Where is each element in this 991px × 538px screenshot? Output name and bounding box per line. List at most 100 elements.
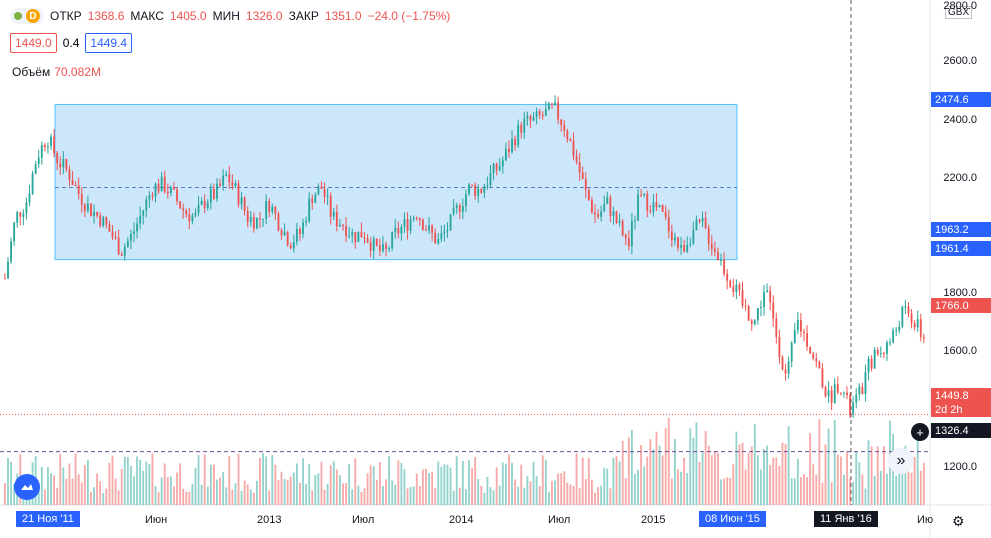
candle-body bbox=[615, 211, 618, 223]
candle-body bbox=[326, 195, 329, 197]
candle-body bbox=[240, 197, 243, 205]
candle-body bbox=[311, 198, 314, 203]
candle-body bbox=[532, 116, 535, 121]
candle-body bbox=[437, 239, 440, 244]
candle-body bbox=[634, 220, 636, 222]
volume-bar bbox=[256, 480, 258, 505]
volume-bar bbox=[166, 477, 169, 505]
volume-bar bbox=[498, 485, 501, 505]
candle-body bbox=[886, 342, 888, 354]
volume-bar bbox=[879, 470, 882, 505]
volume-bar bbox=[541, 455, 544, 505]
volume-bar bbox=[461, 460, 464, 505]
candle-body bbox=[421, 219, 424, 230]
candle-body bbox=[793, 330, 796, 343]
candle-body bbox=[563, 124, 566, 131]
volume-bar bbox=[569, 484, 572, 505]
sell-button[interactable]: 1449.0 bbox=[10, 33, 57, 53]
volume-bar bbox=[686, 472, 689, 505]
candle-body bbox=[412, 217, 415, 220]
candle-body bbox=[163, 176, 166, 192]
candle-body bbox=[13, 222, 16, 242]
volume-bar bbox=[812, 464, 815, 505]
candle-body bbox=[142, 210, 145, 216]
candle-body bbox=[363, 237, 366, 239]
candle-body bbox=[90, 203, 92, 216]
range-top-tag: 2474.6 bbox=[931, 92, 991, 107]
time-tick: 2013 bbox=[257, 514, 282, 526]
candle-body bbox=[342, 224, 344, 227]
candle-body bbox=[320, 186, 323, 189]
candle-body bbox=[471, 184, 473, 186]
logo-cloud-icon[interactable] bbox=[14, 474, 40, 500]
volume-bar bbox=[523, 487, 526, 505]
candle-body bbox=[477, 188, 480, 196]
volume-bar bbox=[643, 466, 646, 505]
candle-body bbox=[148, 195, 151, 200]
change-value: −24.0 (−1.75%) bbox=[367, 9, 451, 23]
volume-bar bbox=[538, 486, 541, 505]
candle-body bbox=[231, 181, 234, 186]
candle-body bbox=[514, 138, 517, 146]
candle-body bbox=[43, 144, 46, 148]
candle-body bbox=[680, 245, 682, 248]
settings-gear-icon[interactable]: ⚙ bbox=[952, 513, 965, 529]
volume-bar bbox=[179, 463, 182, 505]
volume-bar bbox=[855, 451, 858, 505]
volume-bar bbox=[105, 488, 108, 505]
candle-body bbox=[68, 169, 71, 180]
candle-body bbox=[449, 214, 452, 231]
volume-bar bbox=[514, 479, 517, 505]
candle-body bbox=[756, 307, 759, 321]
candle-body bbox=[434, 232, 437, 244]
buy-button[interactable]: 1449.4 bbox=[85, 33, 133, 53]
candle-body bbox=[348, 235, 351, 237]
price-tick: 1800.0 bbox=[943, 287, 977, 299]
candle-body bbox=[200, 200, 203, 205]
cursor-price-tag: 1449.8 bbox=[931, 388, 991, 403]
candle-body bbox=[855, 394, 858, 403]
scroll-right-icon[interactable]: » bbox=[888, 448, 914, 474]
candle-body bbox=[188, 214, 191, 222]
candle-body bbox=[394, 227, 397, 232]
candle-body bbox=[597, 214, 599, 217]
volume-bar bbox=[65, 478, 68, 505]
candle-body bbox=[169, 187, 172, 194]
price-range-box[interactable] bbox=[54, 103, 738, 261]
candle-body bbox=[351, 231, 354, 236]
volume-bar bbox=[526, 476, 529, 505]
currency-badge[interactable]: GBX bbox=[945, 6, 973, 19]
candle-body bbox=[252, 216, 255, 229]
candle-body bbox=[197, 204, 200, 213]
volume-bar bbox=[735, 431, 738, 505]
candle-body bbox=[400, 226, 403, 234]
open-value: 1368.6 bbox=[87, 9, 125, 23]
candle-body bbox=[74, 185, 77, 187]
candle-body bbox=[695, 219, 698, 231]
volume-bar bbox=[388, 456, 391, 505]
volume-bar bbox=[47, 467, 49, 505]
candle-body bbox=[277, 213, 280, 231]
candle-body bbox=[10, 241, 12, 262]
series-visibility-pill[interactable]: D bbox=[10, 8, 44, 24]
candle-body bbox=[640, 194, 643, 196]
volume-bar bbox=[77, 474, 80, 505]
volume-bar bbox=[809, 433, 812, 505]
volume-bar bbox=[295, 463, 298, 505]
candle-body bbox=[378, 245, 381, 251]
volume-bar bbox=[547, 492, 550, 505]
candle-body bbox=[274, 206, 277, 214]
candle-body bbox=[391, 231, 394, 249]
volume-bar bbox=[870, 446, 873, 505]
candle-body bbox=[667, 217, 670, 232]
candle-body bbox=[206, 202, 209, 208]
price-tick: 2400.0 bbox=[943, 114, 977, 126]
volume-bar bbox=[465, 489, 467, 505]
candle-body bbox=[126, 240, 129, 247]
add-plus-icon[interactable]: + bbox=[911, 423, 929, 441]
volume-bar bbox=[434, 488, 437, 505]
candle-body bbox=[182, 208, 185, 211]
volume-bar bbox=[120, 468, 123, 505]
candle-body bbox=[99, 215, 102, 226]
